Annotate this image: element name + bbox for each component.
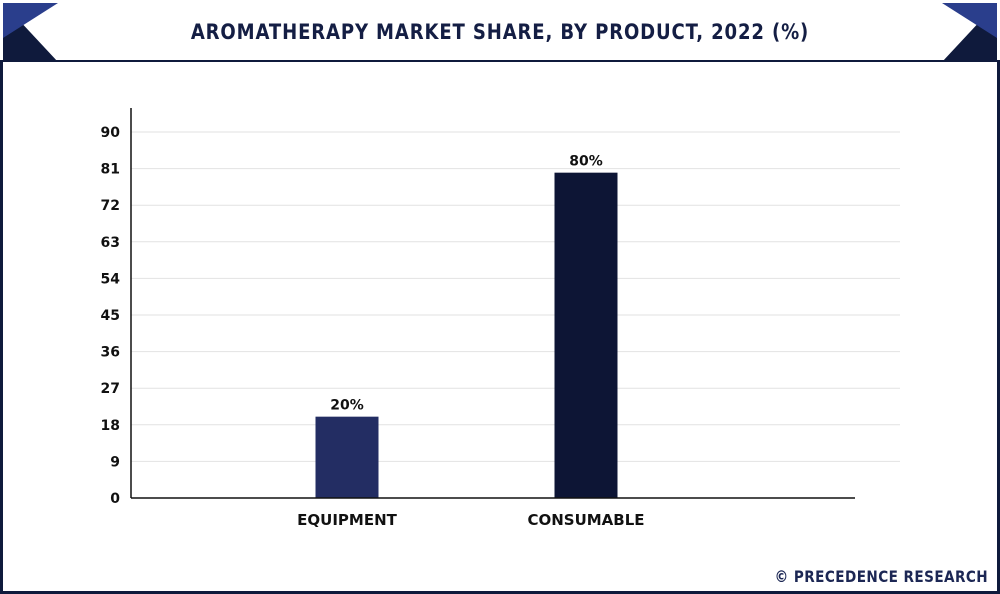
x-tick-labels: EQUIPMENT CONSUMABLE [297,511,644,529]
y-tick-label: 18 [101,418,120,434]
bar-value-label: 20% [330,398,364,414]
bar-equipment [315,416,379,498]
chart-title: AROMATHERAPY MARKET SHARE, BY PRODUCT, 2… [190,20,810,44]
y-tick-label: 27 [101,381,120,397]
gridlines [131,131,900,462]
y-tick-label: 90 [101,125,121,141]
bar-value-labels: 20% 80% [330,154,603,414]
y-tick-label: 54 [101,271,121,287]
y-tick-label: 9 [110,454,120,470]
y-tick-label: 72 [101,198,120,214]
x-tick-label: CONSUMABLE [527,511,644,529]
x-tick-label: EQUIPMENT [297,511,397,529]
y-tick-label: 36 [101,345,120,361]
y-tick-labels: 0 9 18 27 36 45 54 63 72 81 90 [101,125,121,507]
y-tick-label: 63 [101,235,120,251]
header-band [0,0,1000,62]
bar-consumable [554,172,618,498]
source-credit: © PRECEDENCE RESEARCH [774,567,988,586]
y-tick-label: 0 [110,491,120,507]
bars [315,172,618,498]
y-tick-label: 81 [101,162,120,178]
corner-decoration-right-light [942,3,997,38]
corner-decoration-left-light [3,3,58,38]
y-tick-label: 45 [101,308,120,324]
bar-value-label: 80% [569,154,603,170]
